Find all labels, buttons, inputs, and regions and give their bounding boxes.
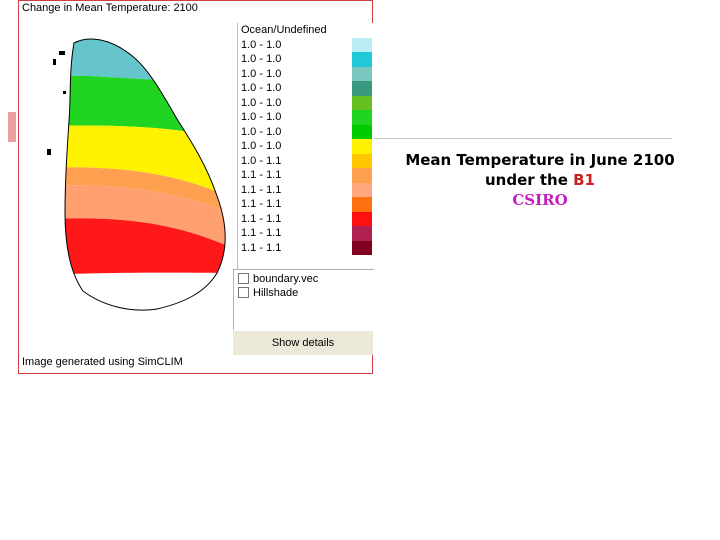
map-legend: Ocean/Undefined 1.0 - 1.0 1.0 - 1.0 1.0 - 1… — [237, 23, 374, 271]
legend-swatch — [352, 240, 372, 255]
legend-item: 1.0 - 1.0 — [238, 52, 374, 67]
caption-line-1: Mean Temperature in June 2100 — [405, 151, 675, 169]
layer-panel: boundary.vec Hillshade — [233, 269, 374, 330]
legend-item: 1.0 - 1.1 — [238, 153, 374, 168]
legend-swatch — [352, 182, 372, 197]
legend-item: 1.1 - 1.1 — [238, 168, 374, 183]
legend-swatch — [352, 197, 372, 212]
islet — [59, 51, 65, 55]
legend-item: 1.1 - 1.1 — [238, 240, 374, 255]
legend-item: 1.0 - 1.0 — [238, 124, 374, 139]
legend-item: 1.1 - 1.1 — [238, 226, 374, 241]
legend-item: 1.1 - 1.1 — [238, 197, 374, 212]
legend-label: 1.0 - 1.0 — [241, 140, 282, 152]
layer-hillshade[interactable]: Hillshade — [238, 286, 299, 301]
legend-label: 1.1 - 1.1 — [241, 212, 282, 225]
legend-item: 1.0 - 1.0 — [238, 110, 374, 125]
caption-line-2: under the B1 — [385, 170, 695, 190]
layer-label: boundary.vec — [253, 273, 319, 285]
window-title: Change in Mean Temperature: 2100 — [22, 2, 198, 14]
legend-swatch — [352, 168, 372, 183]
legend-label: 1.0 - 1.0 — [241, 53, 282, 65]
caption-scenario: B1 — [573, 171, 595, 189]
legend-swatch — [352, 37, 372, 52]
caption-prefix: under the — [484, 171, 574, 189]
legend-swatch — [352, 226, 372, 241]
legend-label: 1.0 - 1.0 — [241, 125, 282, 138]
legend-swatch — [352, 211, 372, 226]
band-salmon — [65, 185, 226, 251]
legend-item: 1.0 - 1.0 — [238, 139, 374, 154]
band-red — [65, 218, 226, 276]
band-orange — [65, 167, 226, 216]
legend-label: 1.0 - 1.0 — [241, 67, 282, 80]
legend-label: 1.0 - 1.0 — [241, 38, 282, 51]
caption-model: CSIRO — [512, 191, 568, 209]
layer-checkbox[interactable] — [238, 286, 249, 298]
legend-swatch — [352, 153, 372, 168]
decorative-accent-bar — [8, 112, 16, 142]
simclim-map-window: Change in Mean Temperature: 2100 Ocean/U… — [18, 0, 374, 374]
layer-label: Hillshade — [253, 287, 299, 299]
band-yellow — [65, 125, 226, 201]
legend-label: 1.1 - 1.1 — [241, 183, 282, 196]
islet — [63, 91, 66, 94]
legend-swatch — [352, 23, 372, 38]
legend-label: 1.0 - 1.0 — [241, 111, 282, 123]
legend-label: 1.1 - 1.1 — [241, 227, 282, 239]
band-cyan — [65, 39, 226, 86]
layer-checkbox[interactable] — [238, 272, 249, 284]
legend-item: 1.0 - 1.0 — [238, 37, 374, 52]
legend-label: 1.1 - 1.1 — [241, 241, 282, 254]
legend-item: 1.0 - 1.0 — [238, 81, 374, 96]
legend-item: 1.0 - 1.0 — [238, 66, 374, 81]
legend-label: 1.0 - 1.1 — [241, 154, 282, 167]
island-outline — [64, 38, 226, 311]
legend-swatch — [352, 52, 372, 67]
decorative-divider — [372, 138, 672, 139]
legend-label: 1.1 - 1.1 — [241, 169, 282, 181]
legend-swatch — [352, 124, 372, 139]
slide-caption: Mean Temperature in June 2100 under the … — [385, 150, 695, 210]
islet — [53, 59, 56, 65]
legend-swatch — [352, 66, 372, 81]
layer-boundary[interactable]: boundary.vec — [238, 272, 319, 287]
islet — [47, 149, 51, 155]
footer-credit: Image generated using SimCLIM — [22, 356, 183, 368]
legend-label: 1.0 - 1.0 — [241, 96, 282, 109]
sri-lanka-temperature-map — [47, 38, 226, 311]
legend-label: 1.1 - 1.1 — [241, 198, 282, 210]
legend-swatch — [352, 110, 372, 125]
legend-swatch — [352, 139, 372, 154]
legend-label: 1.0 - 1.0 — [241, 82, 282, 94]
legend-swatch — [352, 95, 372, 110]
legend-swatch — [352, 81, 372, 96]
show-details-button[interactable]: Show details — [233, 330, 373, 355]
legend-label: Ocean/Undefined — [241, 24, 327, 36]
legend-item: 1.1 - 1.1 — [238, 211, 374, 226]
legend-item: Ocean/Undefined — [238, 23, 374, 38]
legend-item: 1.0 - 1.0 — [238, 95, 374, 110]
legend-item: 1.1 - 1.1 — [238, 182, 374, 197]
